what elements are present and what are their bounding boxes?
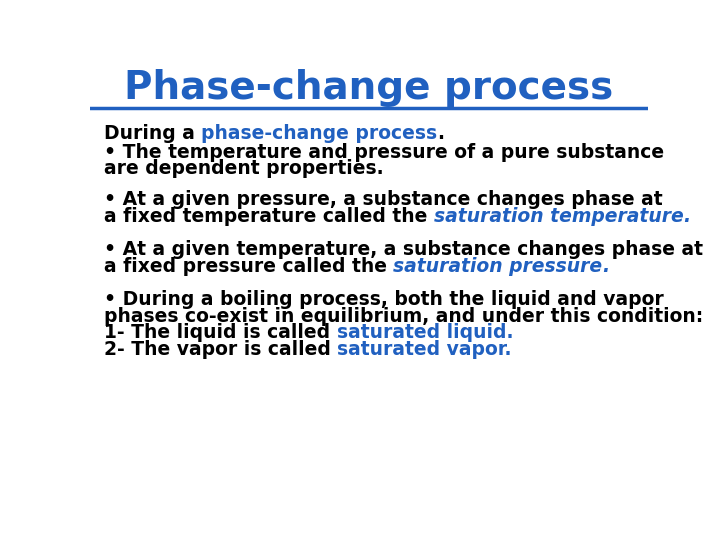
Text: • The temperature and pressure of a pure substance: • The temperature and pressure of a pure… (104, 143, 664, 161)
Text: saturated vapor.: saturated vapor. (338, 340, 512, 359)
Text: phase-change process: phase-change process (202, 124, 438, 143)
Text: a fixed temperature called the: a fixed temperature called the (104, 207, 434, 226)
Text: .: . (683, 207, 690, 226)
Text: saturation temperature: saturation temperature (434, 207, 683, 226)
Text: are dependent properties.: are dependent properties. (104, 159, 384, 178)
Text: • At a given temperature, a substance changes phase at: • At a given temperature, a substance ch… (104, 240, 703, 259)
Text: • At a given pressure, a substance changes phase at: • At a given pressure, a substance chang… (104, 191, 662, 210)
Text: saturation pressure: saturation pressure (393, 257, 603, 276)
Text: a fixed pressure called the: a fixed pressure called the (104, 257, 393, 276)
Text: .: . (603, 257, 610, 276)
Text: Phase-change process: Phase-change process (125, 69, 613, 107)
Text: .: . (438, 124, 444, 143)
Text: saturated liquid.: saturated liquid. (336, 323, 513, 342)
Text: 2- The vapor is called: 2- The vapor is called (104, 340, 338, 359)
Text: phases co-exist in equilibrium, and under this condition:: phases co-exist in equilibrium, and unde… (104, 307, 703, 326)
Text: 1- The liquid is called: 1- The liquid is called (104, 323, 336, 342)
Text: • During a boiling process, both the liquid and vapor: • During a boiling process, both the liq… (104, 290, 664, 309)
Text: During a: During a (104, 124, 202, 143)
